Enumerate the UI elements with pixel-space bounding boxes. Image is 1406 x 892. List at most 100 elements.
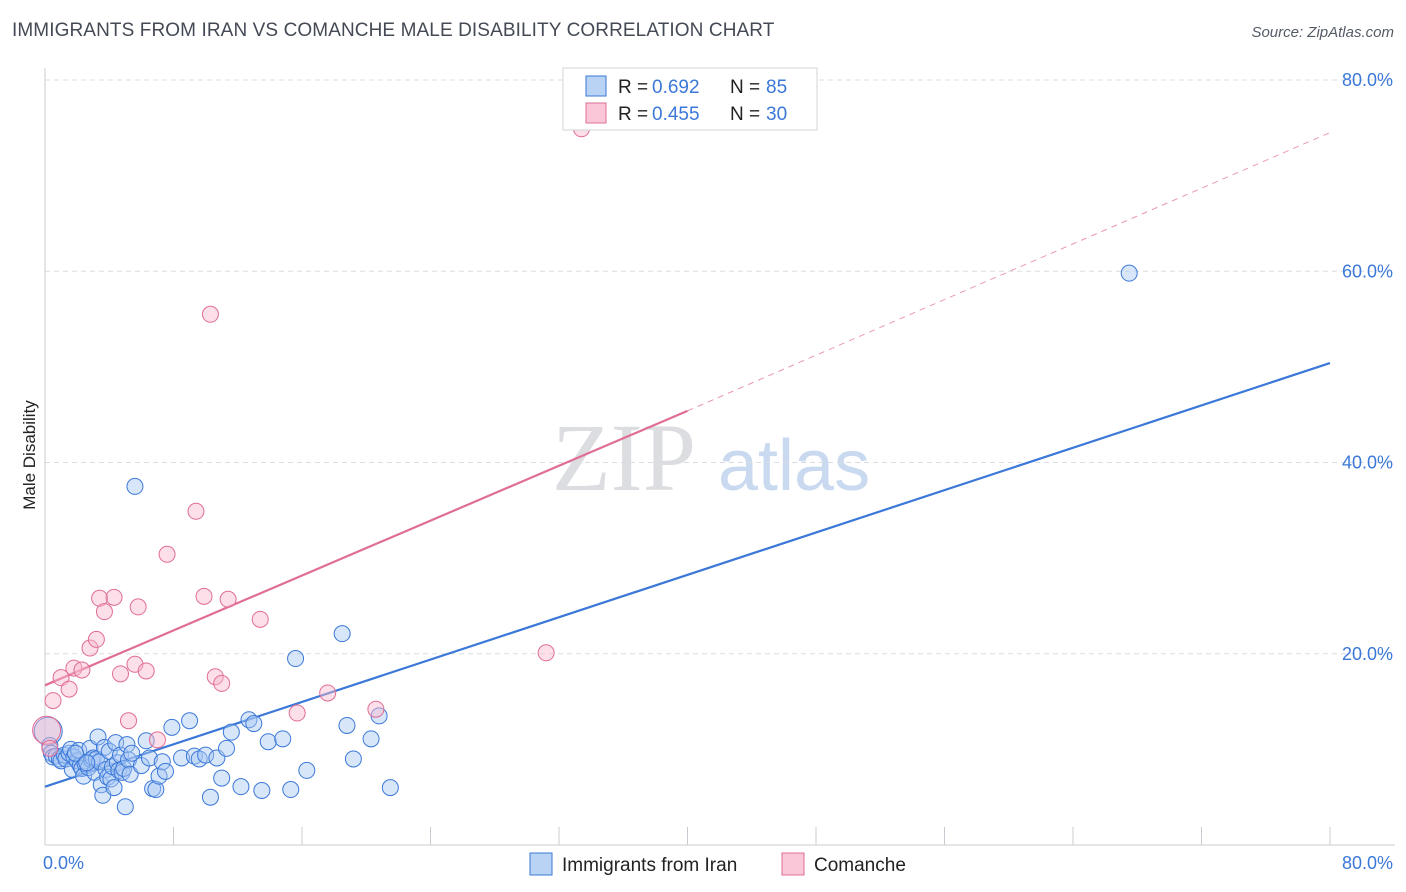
point-iran (232, 778, 250, 796)
x-tick-labels: 0.0% 80.0% (43, 853, 1393, 873)
point-iran (333, 625, 351, 643)
point-comanche (219, 590, 237, 608)
point-iran (298, 761, 316, 779)
point-iran (33, 716, 63, 746)
trend-line-comanche-extension (687, 132, 1331, 412)
point-comanche (129, 598, 147, 616)
trend-line-iran (44, 362, 1331, 788)
point-comanche (87, 630, 105, 648)
chart-title: IMMIGRANTS FROM IRAN VS COMANCHE MALE DI… (12, 20, 775, 41)
point-iran (115, 760, 133, 777)
bottom-legend-swatch-comanche (781, 852, 805, 876)
x-tick-label-min: 0.0% (43, 853, 84, 873)
legend-n-value-comanche: 30 (766, 104, 787, 125)
legend-r-value-comanche: 0.455 (652, 104, 700, 125)
x-tick-label-max: 80.0% (1342, 853, 1393, 873)
point-comanche (95, 603, 113, 621)
point-comanche (158, 545, 176, 563)
point-comanche (319, 684, 337, 702)
point-comanche (111, 665, 129, 683)
point-iran (181, 712, 199, 730)
point-iran (147, 781, 165, 799)
watermark-zip: ZIP (552, 404, 696, 511)
point-iran (140, 749, 158, 767)
point-comanche (206, 668, 224, 686)
point-iran (201, 788, 219, 806)
point-comanche (81, 639, 99, 657)
point-iran (1120, 264, 1138, 282)
correlation-legend: R = 0.692 N = 85 R = 0.455 N = 30 (562, 67, 818, 131)
point-iran (274, 730, 292, 748)
point-iran (105, 779, 123, 797)
point-comanche (32, 715, 62, 745)
point-iran (282, 781, 300, 799)
point-comanche (73, 661, 91, 679)
point-iran (126, 477, 144, 495)
point-iran (245, 715, 263, 733)
point-comanche (44, 692, 62, 710)
point-iran (163, 718, 181, 736)
legend-swatch-comanche (585, 102, 607, 124)
point-comanche (137, 662, 155, 680)
legend-n-value-iran: 85 (766, 77, 787, 98)
series-iran-points (33, 264, 1138, 816)
point-iran (287, 650, 305, 668)
bottom-legend-swatch-iran (529, 852, 553, 876)
point-iran (173, 749, 191, 767)
bottom-legend-label-comanche: Comanche (814, 855, 906, 876)
legend-swatch-iran (585, 75, 607, 97)
source-credit[interactable]: Source: ZipAtlas.com (1251, 24, 1394, 41)
point-iran (118, 736, 136, 754)
point-iran (116, 798, 134, 816)
point-comanche (213, 674, 231, 692)
point-iran (153, 753, 171, 771)
point-comanche (537, 644, 555, 662)
point-iran (123, 744, 141, 762)
trend-line-comanche (44, 409, 688, 687)
point-iran (259, 733, 277, 751)
point-iran (344, 750, 362, 768)
point-iran (197, 746, 215, 764)
point-iran (381, 779, 399, 797)
point-comanche (187, 502, 205, 520)
point-iran (89, 728, 107, 746)
point-comanche (105, 588, 123, 606)
point-iran (362, 730, 380, 748)
gridlines (45, 79, 1395, 655)
series-legend: Immigrants from Iran Comanche (529, 852, 906, 876)
series-comanche-points (32, 120, 590, 757)
point-iran (67, 744, 85, 762)
point-iran (156, 762, 174, 780)
point-comanche (41, 739, 59, 757)
point-iran (121, 765, 139, 783)
watermark-atlas: atlas (718, 426, 870, 506)
point-comanche (251, 610, 269, 628)
point-comanche (201, 305, 219, 323)
y-tick-labels: 20.0% 40.0% 60.0% 80.0% (1342, 70, 1393, 664)
bottom-legend-label-iran: Immigrants from Iran (562, 855, 737, 876)
point-iran (222, 723, 240, 741)
legend-r-label-comanche: R = (618, 104, 648, 125)
point-iran (78, 754, 96, 772)
point-iran (218, 739, 236, 757)
y-axis-title: Male Disability (20, 400, 39, 510)
y-tick-label-80: 80.0% (1342, 70, 1393, 90)
point-comanche (148, 731, 166, 749)
point-comanche (195, 587, 213, 605)
y-tick-label-60: 60.0% (1342, 261, 1393, 281)
y-tick-label-20: 20.0% (1342, 644, 1393, 664)
point-comanche (60, 680, 78, 698)
point-comanche (120, 712, 138, 730)
trend-lines (44, 132, 1331, 788)
legend-n-label-comanche: N = (730, 104, 760, 125)
point-comanche (288, 704, 306, 722)
axes (44, 68, 1395, 846)
point-iran (213, 769, 231, 787)
legend-n-label-iran: N = (730, 77, 760, 98)
point-iran (253, 781, 271, 799)
point-iran (75, 767, 93, 785)
point-iran (338, 716, 356, 734)
point-comanche (367, 700, 385, 718)
point-comanche (91, 589, 109, 607)
